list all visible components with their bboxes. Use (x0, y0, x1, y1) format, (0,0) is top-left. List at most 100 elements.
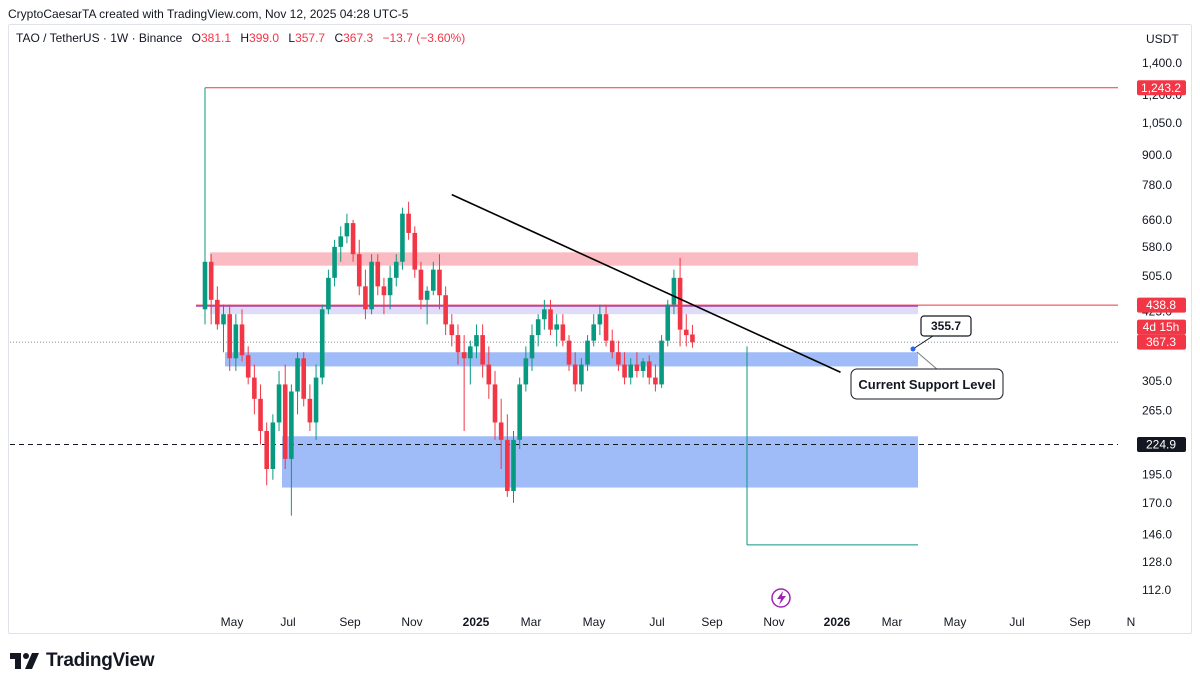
y-tick-label: 780.0 (1142, 178, 1172, 192)
candle-body (221, 314, 226, 325)
candle-body (381, 286, 387, 296)
candle (640, 358, 646, 378)
candle (461, 335, 467, 431)
candle-body (295, 358, 300, 392)
candle (585, 335, 590, 371)
x-tick-label: Nov (763, 615, 784, 629)
y-tick-label: 112.0 (1142, 583, 1171, 597)
candle (628, 358, 634, 385)
candle-body (424, 290, 430, 300)
candle-body (622, 364, 627, 378)
countdown-tag-bg (1137, 319, 1186, 335)
currency-label[interactable]: USDT (1146, 32, 1179, 46)
candle-body (498, 422, 504, 440)
candle-body (307, 398, 313, 423)
candle (313, 364, 319, 440)
candle-body (418, 269, 424, 300)
x-tick-label: Mar (521, 615, 542, 629)
lightning-icon[interactable] (771, 588, 791, 608)
close-label: C (334, 31, 344, 45)
candle (289, 384, 294, 516)
dashed-level-price-tag-text: 224.9 (1146, 438, 1176, 452)
candle-body (375, 261, 381, 287)
candle (252, 364, 257, 415)
candle-body (560, 324, 566, 341)
trendline (451, 193, 841, 373)
y-tick-label: 305.0 (1142, 374, 1172, 388)
candle (560, 314, 566, 347)
candle (245, 346, 251, 385)
y-tick-label: 660.0 (1142, 213, 1172, 227)
candle (603, 304, 609, 347)
y-tick-label: 195.0 (1142, 467, 1172, 481)
dashed-level-price-tag-bg (1137, 437, 1186, 453)
x-tick-label: 2025 (463, 615, 490, 629)
candle (659, 335, 664, 388)
candle-body (511, 439, 516, 492)
candle (239, 309, 245, 362)
low-value: 357.7 (295, 31, 326, 45)
candle-body (387, 277, 393, 296)
candle-body (400, 213, 405, 262)
tradingview-logo[interactable]: TradingView (10, 650, 155, 672)
y-tick-label: 1,050.0 (1142, 116, 1182, 130)
candle (387, 265, 393, 310)
open-value: 381.1 (200, 31, 231, 45)
candle-body (671, 277, 677, 305)
candle (338, 226, 344, 262)
tradingview-logo-icon (10, 653, 39, 669)
candle-body (344, 223, 350, 237)
x-tick-label: 2026 (824, 615, 851, 629)
candle (332, 239, 337, 287)
candle-body (480, 335, 485, 365)
candle (233, 314, 239, 371)
candle-body (239, 324, 245, 356)
candle-body (289, 391, 294, 459)
candle (282, 364, 288, 470)
candle (326, 269, 331, 315)
candle (690, 324, 695, 348)
candle (307, 384, 313, 431)
candle-body (301, 358, 307, 399)
candle (424, 286, 430, 325)
candle (400, 207, 405, 270)
high-label: H (240, 31, 250, 45)
candle-body (529, 335, 535, 359)
zone-support-upper (225, 352, 918, 367)
candle-body (369, 261, 374, 310)
candle-body (412, 232, 418, 270)
support-text-box (850, 368, 1004, 400)
candle-body (572, 364, 578, 385)
candle (227, 304, 232, 371)
y-tick-label: 900.0 (1142, 148, 1172, 162)
candle (529, 324, 535, 371)
candle (622, 352, 627, 385)
chart-credit: CryptoCaesarTA created with TradingView.… (8, 7, 409, 21)
candle-body (646, 361, 652, 378)
candle (356, 239, 362, 296)
candle (270, 414, 276, 480)
candle (344, 213, 350, 244)
candle-body (208, 261, 214, 300)
candle-body (486, 364, 492, 385)
x-tick-label: Sep (339, 615, 361, 629)
candle (492, 370, 498, 440)
candle (276, 370, 282, 431)
candle-body (319, 309, 325, 378)
candle-body (282, 384, 288, 459)
level-high-price-tag: 1,243.2 (1137, 80, 1186, 96)
last-price-tag-text: 367.3 (1146, 335, 1176, 349)
candle-body (443, 295, 448, 325)
candle (437, 254, 442, 310)
y-tick-label: 1,400.0 (1142, 56, 1182, 70)
candle-body (492, 384, 498, 423)
candle (412, 226, 418, 278)
candle-body (430, 269, 436, 291)
candle (369, 254, 374, 315)
candle-body (227, 314, 232, 359)
candle-body (215, 299, 220, 325)
symbol-info[interactable]: TAO / TetherUS · 1W · Binance (16, 31, 183, 45)
candle (498, 398, 504, 470)
resistance-price-tag-bg (1137, 297, 1186, 313)
